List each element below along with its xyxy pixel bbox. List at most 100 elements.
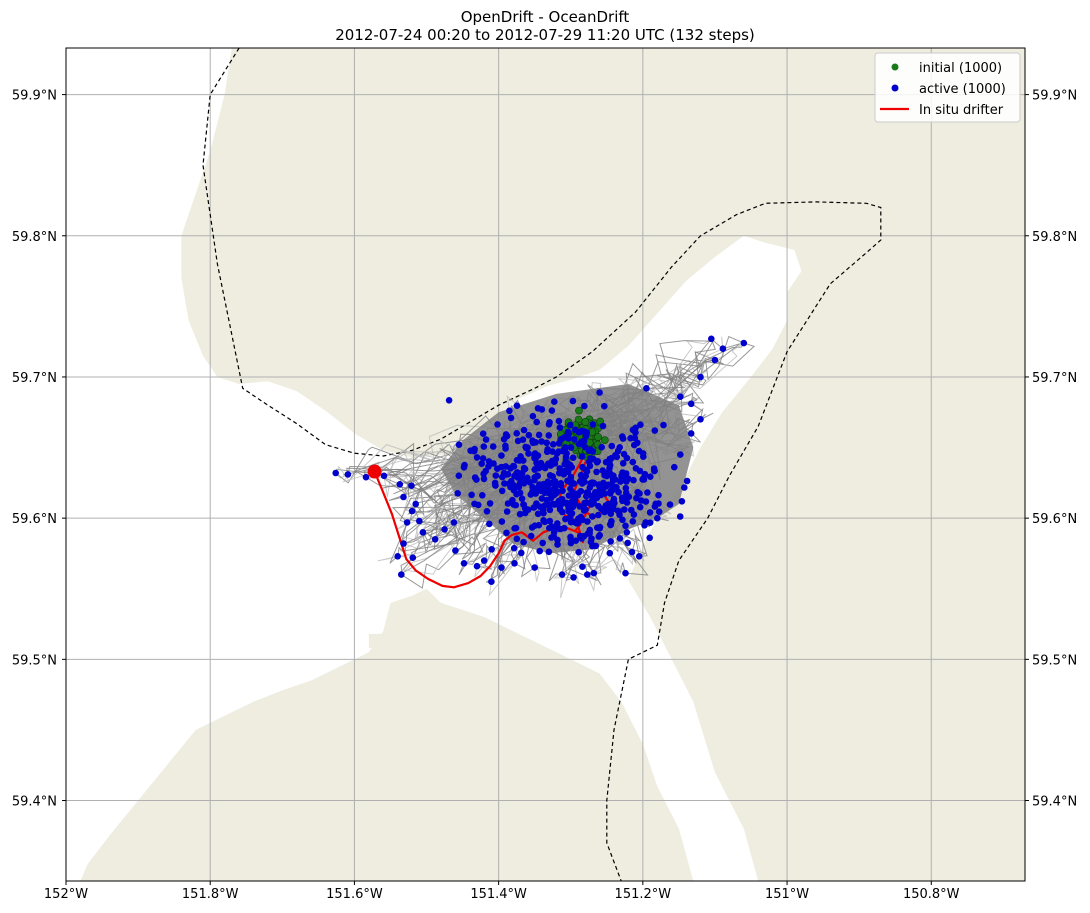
y-tick-label-right-1: 59.8°N (1032, 230, 1077, 245)
active-point-cloud-213 (479, 455, 487, 462)
active-point-cloud-426 (573, 520, 580, 527)
active-point-22 (488, 578, 495, 585)
active-point-cloud-405 (483, 508, 491, 515)
active-point-15 (398, 571, 405, 578)
active-point-cloud-165 (556, 424, 564, 431)
active-point-cloud-347 (636, 467, 644, 475)
active-point-cloud-144 (678, 498, 686, 505)
active-point-cloud-485 (534, 510, 542, 518)
active-point-cloud-376 (582, 466, 590, 474)
active-point-cloud-510 (576, 532, 584, 540)
active-point-cloud-398 (634, 488, 641, 496)
active-point-cloud-396 (596, 484, 604, 492)
y-tick-label-left-3: 59.6°N (12, 512, 57, 527)
active-point-cloud-232 (548, 407, 556, 414)
active-point-cloud-484 (546, 472, 554, 479)
active-point-cloud-217 (534, 405, 542, 412)
active-point-cloud-31 (486, 520, 493, 528)
active-point-cloud-283 (482, 436, 490, 443)
active-point-25 (531, 564, 538, 571)
active-point-cloud-509 (660, 421, 667, 429)
active-point-cloud-111 (548, 534, 555, 541)
active-point-cloud-496 (519, 436, 527, 444)
active-point-cloud-462 (546, 506, 554, 514)
active-point-cloud-399 (554, 488, 561, 496)
active-point-cloud-339 (490, 460, 497, 467)
active-point-5 (408, 482, 415, 490)
active-point-cloud-486 (619, 435, 627, 442)
active-point-cloud-417 (548, 500, 556, 508)
active-point-cloud-477 (617, 478, 624, 485)
active-point-cloud-226 (655, 508, 663, 515)
active-point-cloud-15 (507, 414, 515, 422)
active-point-cloud-268 (488, 546, 496, 553)
active-point-cloud-514 (498, 463, 505, 471)
active-point-cloud-182 (498, 518, 506, 525)
active-point-cloud-43 (572, 537, 580, 544)
active-point-cloud-335 (562, 515, 569, 523)
land-area-3 (368, 633, 398, 648)
active-point-cloud-471 (593, 459, 601, 466)
active-point-cloud-363 (622, 522, 629, 530)
y-tick-label-right-0: 59.9°N (1032, 89, 1077, 104)
active-point-cloud-337 (471, 474, 479, 481)
active-point-cloud-287 (479, 430, 487, 438)
active-point-cloud-508 (580, 504, 587, 511)
active-point-cloud-395 (492, 482, 499, 489)
active-point-cloud-214 (589, 513, 596, 520)
active-point-cloud-448 (589, 542, 596, 550)
active-point-cloud-142 (683, 477, 691, 485)
land-area-0 (181, 48, 1025, 881)
active-point-cloud-461 (529, 437, 536, 445)
plot-frame (65, 47, 1026, 882)
active-point-cloud-434 (529, 483, 536, 491)
x-tick-label-5: 151°W (765, 887, 809, 902)
active-point-2 (362, 473, 370, 481)
active-point-cloud-470 (548, 457, 556, 465)
legend-marker-initial (891, 63, 899, 71)
active-point-20 (460, 560, 468, 567)
active-point-14 (394, 553, 402, 560)
active-point-cloud-300 (445, 397, 453, 404)
active-point-cloud-14 (651, 427, 659, 434)
active-point-16 (431, 536, 439, 543)
active-point-cloud-289 (512, 524, 520, 532)
active-point-cloud-301 (666, 501, 674, 508)
active-point-cloud-507 (480, 470, 487, 478)
active-point-42 (719, 345, 727, 353)
active-point-cloud-112 (646, 509, 654, 516)
active-point-cloud-447 (549, 441, 557, 448)
active-point-1 (344, 471, 352, 478)
active-point-cloud-216 (625, 475, 632, 483)
active-point-cloud-129 (644, 489, 651, 496)
active-point-cloud-390 (613, 453, 621, 461)
active-point-cloud-223 (619, 516, 626, 524)
active-point-cloud-314 (513, 430, 520, 437)
chart-title: OpenDrift - OceanDrift (461, 8, 630, 26)
y-tick-label-left-1: 59.8°N (12, 230, 57, 245)
active-point-cloud-356 (468, 491, 475, 499)
active-point-cloud-440 (575, 548, 582, 556)
active-point-cloud-428 (591, 491, 598, 499)
active-point-cloud-183 (461, 461, 468, 469)
active-point-40 (697, 373, 704, 381)
active-point-cloud-464 (515, 483, 523, 491)
active-point-cloud-435 (599, 422, 607, 430)
active-point-cloud-450 (571, 436, 578, 443)
active-point-cloud-147 (629, 458, 637, 466)
active-point-cloud-135 (676, 513, 684, 520)
active-point-cloud-481 (608, 499, 616, 507)
active-point-cloud-397 (556, 469, 564, 477)
active-point-cloud-421 (567, 485, 574, 493)
active-point-cloud-388 (546, 517, 554, 525)
active-point-cloud-502 (585, 458, 593, 466)
active-point-cloud-518 (507, 465, 514, 472)
drifter-track (373, 438, 610, 589)
active-point-cloud-519 (480, 443, 488, 450)
active-point-cloud-328 (470, 447, 478, 455)
active-point-cloud-85 (641, 522, 648, 529)
active-point-cloud-503 (568, 504, 575, 511)
active-point-cloud-403 (541, 464, 549, 472)
active-point-cloud-273 (589, 421, 597, 428)
